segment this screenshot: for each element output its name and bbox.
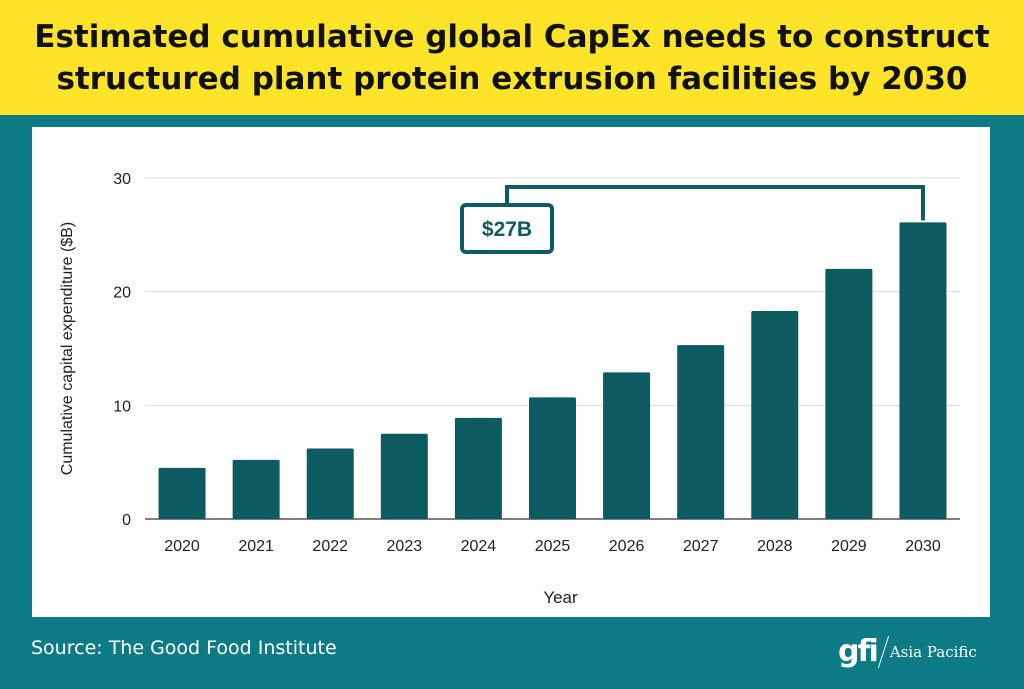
bar-2030 xyxy=(899,222,947,519)
bar-2028 xyxy=(751,310,799,519)
x-axis-title: Year xyxy=(543,588,578,607)
bar-2025 xyxy=(529,397,576,519)
x-tick-label: 2028 xyxy=(757,538,793,555)
x-tick-label: 2029 xyxy=(831,538,867,555)
x-tick-label: 2022 xyxy=(312,538,348,555)
chart-panel: 0 10 20 30 2020 2021 2022 2023 2024 2025 2026 2027 2… xyxy=(32,127,990,617)
bar-2023 xyxy=(380,433,428,519)
y-tick-label: 0 xyxy=(122,512,131,529)
y-axis-title: Cumulative capital expenditure ($B) xyxy=(59,222,76,475)
chart-title-line-2: structured plant protein extrusion facil… xyxy=(56,60,968,97)
x-tick-label: 2020 xyxy=(164,538,200,555)
bar-2022 xyxy=(306,448,354,519)
annotation-label: $27B xyxy=(482,218,532,241)
x-tick-label: 2027 xyxy=(683,538,719,555)
bar-2020 xyxy=(158,467,206,519)
title-banner: Estimated cumulative global CapEx needs … xyxy=(0,0,1024,115)
logo-mark: gfi xyxy=(838,634,879,669)
x-tick-label: 2025 xyxy=(535,538,571,555)
annotation-bracket xyxy=(505,185,925,221)
chart-title-line-1: Estimated cumulative global CapEx needs … xyxy=(34,18,990,55)
y-tick-label: 10 xyxy=(113,398,131,415)
y-tick-label: 30 xyxy=(113,171,131,188)
gfi-logo: gfi Asia Pacific xyxy=(838,630,998,674)
logo-divider xyxy=(877,636,890,668)
x-tick-label: 2026 xyxy=(609,538,645,555)
source-credit: Source: The Good Food Institute xyxy=(31,637,337,659)
bar-2024 xyxy=(454,417,502,519)
x-tick-label: 2024 xyxy=(461,538,497,555)
bar-2021 xyxy=(232,459,280,519)
logo-region-label: Asia Pacific xyxy=(889,643,977,661)
annotation-box xyxy=(460,203,554,254)
bar-2029 xyxy=(825,268,873,519)
x-tick-label: 2030 xyxy=(905,538,941,555)
x-tick-label: 2023 xyxy=(387,538,423,555)
bar-2026 xyxy=(603,372,651,519)
bar-2027 xyxy=(677,345,725,519)
x-tick-label: 2021 xyxy=(238,538,274,555)
y-tick-label: 20 xyxy=(113,285,131,302)
